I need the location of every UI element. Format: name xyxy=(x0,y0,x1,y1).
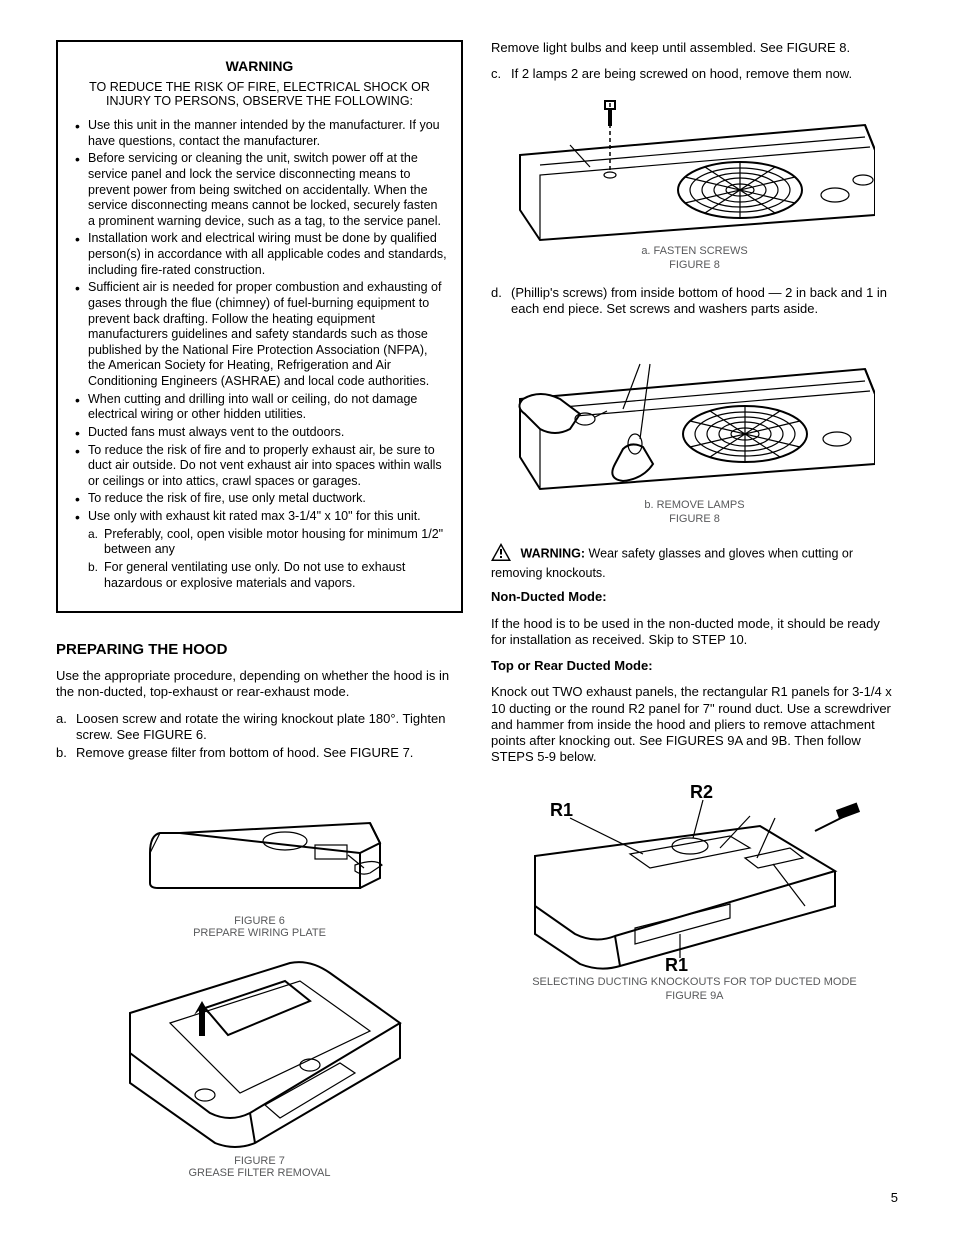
prepare-step-b-text: Remove grease filter from bottom of hood… xyxy=(76,745,413,760)
figure-8b-label: FIGURE 8 xyxy=(491,513,898,525)
warning-item: Installation work and electrical wiring … xyxy=(72,231,447,278)
warning-item: Before servicing or cleaning the unit, s… xyxy=(72,151,447,229)
figure-8b: b. REMOVE LAMPS FIGURE 8 xyxy=(491,329,898,525)
warning-item: When cutting and drilling into wall or c… xyxy=(72,392,447,423)
warning-nested-b: For general ventilating use only. Do not… xyxy=(88,560,447,591)
figure-6: FIGURE 6 PREPARE WIRING PLATE xyxy=(56,773,463,939)
non-ducted-heading: Non-Ducted Mode: xyxy=(491,589,898,605)
right-steps-d: d.(Phillip's screws) from inside bottom … xyxy=(491,285,898,318)
label-r1-bottom: R1 xyxy=(665,955,688,975)
preparing-hood-heading: PREPARING THE HOOD xyxy=(56,641,463,658)
page-number: 5 xyxy=(891,1190,898,1205)
warning-item: Ducted fans must always vent to the outd… xyxy=(72,425,447,441)
warning-nested-intro: Use only with exhaust kit rated max 3-1/… xyxy=(88,509,421,523)
warning-subtitle: TO REDUCE THE RISK OF FIRE, ELECTRICAL S… xyxy=(72,80,447,108)
prepare-step-b: b.Remove grease filter from bottom of ho… xyxy=(56,745,463,761)
figure-9a-caption: SELECTING DUCTING KNOCKOUTS FOR TOP DUCT… xyxy=(491,976,898,988)
right-step-c: c.If 2 lamps 2 are being screwed on hood… xyxy=(491,66,898,82)
prepare-step-a: a.Loosen screw and rotate the wiring kno… xyxy=(56,711,463,744)
figure-6-label: FIGURE 6 xyxy=(56,915,463,927)
figure-8a-caption: a. FASTEN SCREWS xyxy=(491,245,898,257)
right-step-c-text: If 2 lamps 2 are being screwed on hood, … xyxy=(511,66,852,81)
warning-nested: Preferably, cool, open visible motor hou… xyxy=(88,527,447,592)
prepare-step-a-text: Loosen screw and rotate the wiring knock… xyxy=(76,711,445,742)
warning-box: WARNING TO REDUCE THE RISK OF FIRE, ELEC… xyxy=(56,40,463,613)
warning-item: Use this unit in the manner intended by … xyxy=(72,118,447,149)
warning-item: To reduce the risk of fire, use only met… xyxy=(72,491,447,507)
non-ducted-text: If the hood is to be used in the non-duc… xyxy=(491,616,898,649)
warning-icon xyxy=(491,543,511,566)
figure-8a: a. FASTEN SCREWS FIGURE 8 xyxy=(491,95,898,271)
warning-item: To reduce the risk of fire and to proper… xyxy=(72,443,447,490)
ducted-text: Knock out TWO exhaust panels, the rectan… xyxy=(491,684,898,765)
preparing-hood-intro: Use the appropriate procedure, depending… xyxy=(56,668,463,701)
warning-nested-a: Preferably, cool, open visible motor hou… xyxy=(88,527,447,558)
figure-7-caption: GREASE FILTER REMOVAL xyxy=(56,1167,463,1179)
figure-6-caption: PREPARE WIRING PLATE xyxy=(56,927,463,939)
figure-9a: R1 R2 R1 xyxy=(491,776,898,1002)
figure-9a-label: FIGURE 9A xyxy=(491,990,898,1002)
figure-7: FIGURE 7 GREASE FILTER REMOVAL xyxy=(56,953,463,1179)
warning-list: Use this unit in the manner intended by … xyxy=(72,118,447,591)
prepare-steps: a.Loosen screw and rotate the wiring kno… xyxy=(56,711,463,762)
warning-item: Use only with exhaust kit rated max 3-1/… xyxy=(72,509,447,591)
warning-title: WARNING xyxy=(72,58,447,74)
warning-banner-bold: WARNING: xyxy=(520,547,585,561)
right-steps-c: c.If 2 lamps 2 are being screwed on hood… xyxy=(491,66,898,82)
warning-banner: WARNING: Wear safety glasses and gloves … xyxy=(491,543,898,581)
figure-8b-caption: b. REMOVE LAMPS xyxy=(491,499,898,511)
ducted-heading: Top or Rear Ducted Mode: xyxy=(491,658,898,674)
remove-intro: Remove light bulbs and keep until assemb… xyxy=(491,40,898,56)
label-r2: R2 xyxy=(690,782,713,802)
right-step-d: d.(Phillip's screws) from inside bottom … xyxy=(491,285,898,318)
figure-7-label: FIGURE 7 xyxy=(56,1155,463,1167)
right-step-d-text: (Phillip's screws) from inside bottom of… xyxy=(511,285,887,316)
figure-8a-label: FIGURE 8 xyxy=(491,259,898,271)
warning-item: Sufficient air is needed for proper comb… xyxy=(72,280,447,389)
label-r1-top: R1 xyxy=(550,800,573,820)
